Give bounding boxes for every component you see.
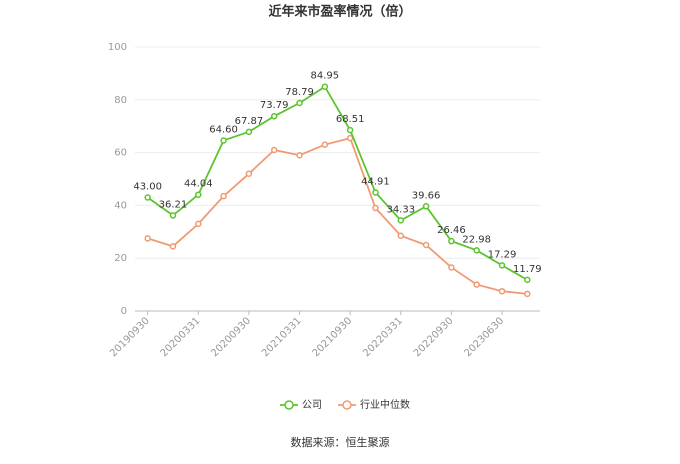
y-tick-label: 0	[121, 306, 127, 317]
y-tick-label: 80	[114, 95, 127, 106]
chart-title: 近年来市盈率情况（倍）	[268, 4, 411, 20]
point	[321, 141, 329, 148]
value-label: 22.98	[462, 234, 491, 245]
x-tick-label: 20210930	[311, 315, 355, 359]
y-tick-label: 40	[114, 200, 127, 211]
legend-marker	[342, 400, 352, 410]
legend-label: 公司	[302, 400, 322, 411]
point	[397, 232, 405, 240]
series-line	[147, 137, 528, 295]
value-label: 11.79	[513, 264, 542, 275]
source: 数据来源：恒生聚源	[291, 435, 390, 449]
point	[448, 237, 455, 245]
y-tick-label: 20	[114, 253, 127, 264]
value-label: 36.21	[159, 199, 188, 210]
value-label: 39.66	[412, 190, 441, 201]
point	[524, 276, 531, 284]
point	[270, 112, 278, 120]
point	[144, 235, 151, 242]
point	[245, 170, 253, 177]
legend-marker	[284, 400, 294, 410]
value-label: 44.91	[361, 176, 390, 187]
point	[397, 217, 405, 224]
x-tick-label: 20220331	[361, 315, 405, 359]
x-tick-label: 20210331	[260, 315, 304, 359]
value-label: 34.33	[386, 204, 415, 215]
y-tick-label: 100	[108, 42, 127, 53]
point	[220, 192, 227, 200]
y-tick-label: 60	[114, 148, 127, 159]
value-label: 26.46	[437, 225, 466, 236]
point	[245, 128, 253, 136]
value-label: 78.79	[285, 87, 314, 98]
point	[296, 99, 303, 107]
value-label: 64.60	[209, 124, 238, 135]
value-label: 44.04	[184, 179, 213, 190]
point	[321, 83, 329, 90]
point	[422, 203, 430, 210]
value-label: 43.00	[133, 181, 162, 192]
x-tick-label: 20200331	[159, 315, 203, 359]
value-label: 73.79	[260, 100, 289, 111]
value-label: 68.51	[336, 114, 365, 125]
value-label: 17.29	[488, 249, 517, 260]
point	[195, 191, 202, 198]
x-tick-label: 20220930	[412, 315, 456, 359]
point	[473, 247, 480, 254]
value-label: 67.87	[235, 116, 264, 127]
value-label: 84.95	[311, 71, 340, 82]
point	[296, 151, 303, 159]
x-tick-label: 20200930	[209, 315, 253, 359]
legend-label: 行业中位数	[360, 398, 410, 411]
point	[498, 262, 506, 269]
point	[524, 290, 531, 298]
point	[169, 212, 177, 219]
x-tick-label: 20230630	[462, 315, 506, 359]
series-line	[147, 85, 528, 281]
point	[422, 241, 430, 249]
x-tick-label: 20190930	[108, 315, 152, 359]
point	[220, 137, 227, 144]
point	[270, 146, 278, 154]
point	[169, 243, 177, 250]
point	[346, 126, 354, 134]
point	[195, 220, 202, 228]
point	[372, 189, 379, 196]
point	[498, 287, 506, 295]
point	[448, 264, 455, 271]
point	[473, 281, 480, 288]
point	[372, 204, 379, 212]
point	[144, 194, 151, 201]
